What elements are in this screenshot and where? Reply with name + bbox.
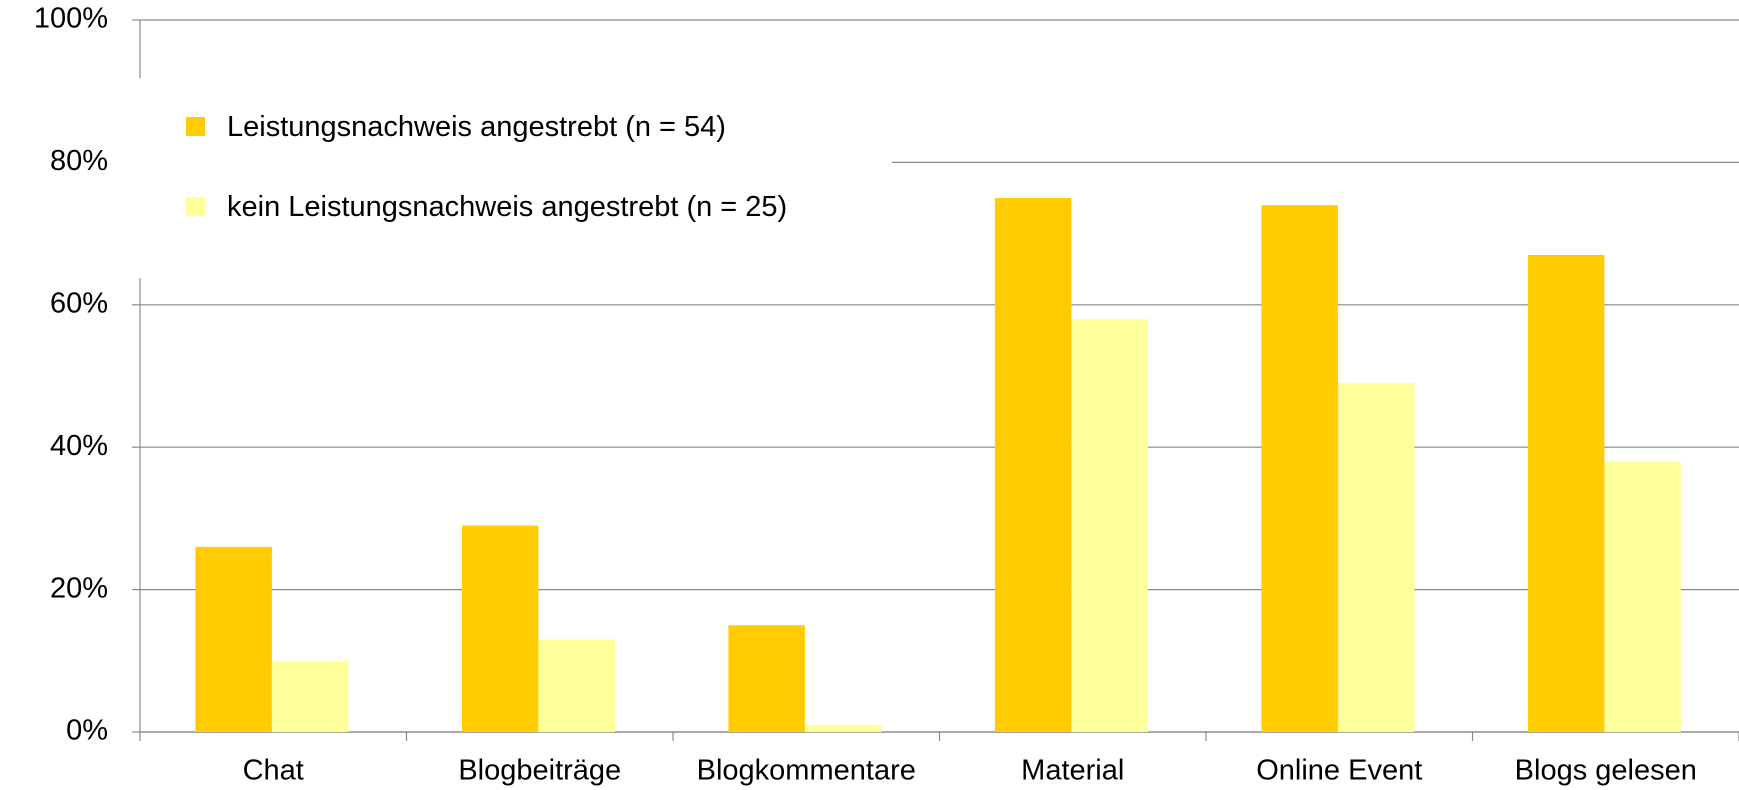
x-tick-label: Chat [243, 755, 304, 787]
legend-swatch [186, 197, 205, 216]
x-tick-label: Blogkommentare [697, 755, 916, 787]
x-tick-label: Material [1021, 755, 1124, 787]
bar [1071, 319, 1148, 732]
y-tick-label: 80% [50, 145, 108, 177]
legend-item: kein Leistungsnachweis angestrebt (n = 2… [122, 188, 867, 226]
x-tick-label: Blogs gelesen [1515, 755, 1697, 787]
bar [1337, 383, 1415, 732]
bar [994, 198, 1072, 732]
bar [804, 724, 882, 732]
y-tick-label: 100% [34, 3, 108, 35]
legend-label: kein Leistungsnachweis angestrebt (n = 2… [227, 191, 788, 223]
y-tick-label: 0% [66, 715, 108, 747]
legend: Leistungsnachweis angestrebt (n = 54) kei… [122, 78, 892, 278]
bar [461, 525, 539, 732]
bar [1527, 254, 1605, 732]
bar [1604, 461, 1681, 732]
bar [1261, 205, 1338, 732]
legend-item: Leistungsnachweis angestrebt (n = 54) [122, 108, 867, 146]
y-tick-label: 40% [50, 430, 108, 462]
bar [538, 639, 615, 732]
legend-label: Leistungsnachweis angestrebt (n = 54) [227, 111, 726, 143]
x-tick-label: Blogbeiträge [458, 755, 621, 787]
y-tick-label: 20% [50, 572, 108, 604]
bar [195, 546, 272, 732]
legend-swatch [186, 117, 205, 136]
y-tick-label: 60% [50, 287, 108, 319]
bar [271, 660, 349, 732]
bar [728, 625, 805, 732]
x-tick-label: Online Event [1256, 755, 1422, 787]
